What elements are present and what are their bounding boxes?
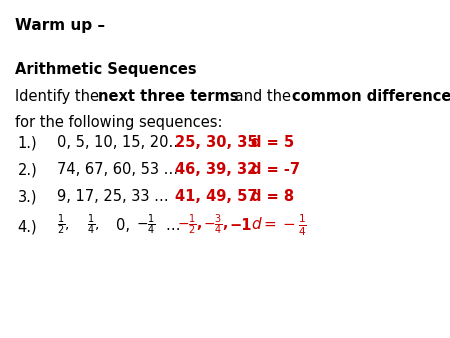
Text: $-\frac{3}{4}$,: $-\frac{3}{4}$, xyxy=(203,213,229,237)
Text: next three terms: next three terms xyxy=(98,89,239,103)
Text: 0, 5, 10, 15, 20…: 0, 5, 10, 15, 20… xyxy=(57,136,183,150)
Text: Identify the: Identify the xyxy=(14,89,103,103)
Text: 2.): 2.) xyxy=(18,162,37,177)
Text: d = 5: d = 5 xyxy=(251,136,294,150)
Text: 41, 49, 57: 41, 49, 57 xyxy=(175,189,258,204)
Text: Arithmetic Sequences: Arithmetic Sequences xyxy=(14,62,196,77)
Text: −1: −1 xyxy=(230,218,252,233)
Text: 9, 17, 25, 33 …: 9, 17, 25, 33 … xyxy=(57,189,169,204)
Text: for the following sequences:: for the following sequences: xyxy=(14,115,222,130)
Text: 25, 30, 35: 25, 30, 35 xyxy=(175,136,258,150)
Text: 1.): 1.) xyxy=(18,136,37,150)
Text: $\frac{1}{2}$,: $\frac{1}{2}$, xyxy=(57,213,70,237)
Text: 4.): 4.) xyxy=(18,219,37,234)
Text: 0,: 0, xyxy=(116,218,130,233)
Text: $-\frac{1}{4}$: $-\frac{1}{4}$ xyxy=(136,213,156,237)
Text: Warm up –: Warm up – xyxy=(14,18,105,33)
Text: $\frac{1}{4}$,: $\frac{1}{4}$, xyxy=(87,213,99,237)
Text: and the: and the xyxy=(230,89,296,103)
Text: d = 8: d = 8 xyxy=(251,189,294,204)
Text: $d = -\frac{1}{4}$: $d = -\frac{1}{4}$ xyxy=(251,213,306,238)
Text: …: … xyxy=(165,218,180,233)
Text: 74, 67, 60, 53 …: 74, 67, 60, 53 … xyxy=(57,162,178,177)
Text: $-\frac{1}{2}$,: $-\frac{1}{2}$, xyxy=(177,213,202,237)
Text: 46, 39, 32: 46, 39, 32 xyxy=(175,162,257,177)
Text: d = -7: d = -7 xyxy=(251,162,300,177)
Text: 3.): 3.) xyxy=(18,189,37,204)
Text: common difference: common difference xyxy=(292,89,450,103)
